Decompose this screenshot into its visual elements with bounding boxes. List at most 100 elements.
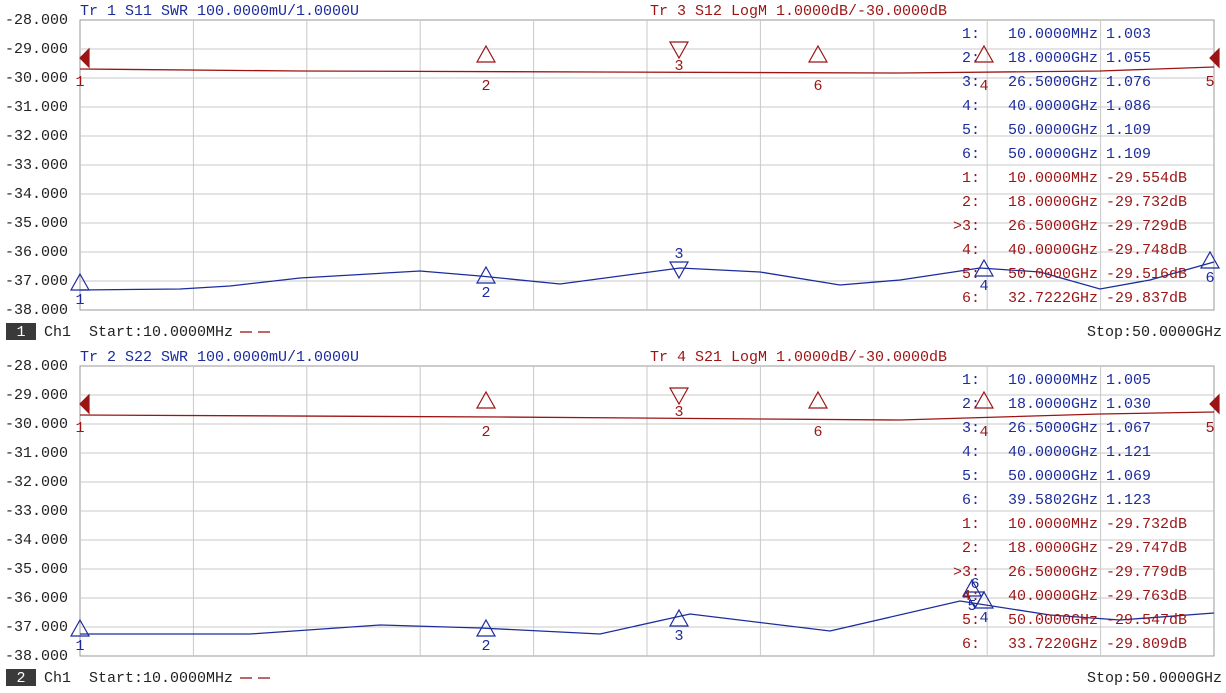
marker-triangle [668,387,690,406]
marker-value: 1.069 [1106,468,1151,485]
panel: -28.000 -29.000 -30.000 -31.000 -32.000 -33.0… [5,349,1222,687]
marker-id: 1: [962,516,980,533]
y-tick-label: -34.000 [5,532,68,549]
channel-number: 1 [16,324,25,341]
channel-number: 2 [16,670,25,687]
marker-label: 4 [979,610,988,627]
marker-freq: 40.0000GHz [1008,242,1098,259]
marker-triangle [475,618,497,637]
marker-label: 5 [967,598,976,615]
marker-triangle [964,591,986,610]
start-freq: Start:10.0000MHz [89,670,233,687]
trace-title: Tr 3 S12 LogM 1.0000dB/-30.0000dB [650,3,947,20]
marker-freq: 50.0000GHz [1008,266,1098,283]
marker-freq: 26.5000GHz [1008,564,1098,581]
marker-freq: 50.0000GHz [1008,122,1098,139]
marker-triangle [1209,393,1220,415]
marker-freq: 50.0000GHz [1008,146,1098,163]
marker-freq: 18.0000GHz [1008,540,1098,557]
marker-triangle [1199,250,1221,269]
marker-id: 4: [962,242,980,259]
marker-id: 5: [962,122,980,139]
marker-freq: 18.0000GHz [1008,396,1098,413]
stop-freq: Stop:50.0000GHz [1087,670,1222,687]
marker-id: 2: [962,396,980,413]
marker-value: -29.763dB [1106,588,1187,605]
marker-freq: 18.0000GHz [1008,194,1098,211]
y-tick-label: -33.000 [5,157,68,174]
marker-label: 3 [674,58,683,75]
marker-triangle [79,393,90,415]
marker-value: 1.086 [1106,98,1151,115]
marker-triangle [668,41,690,60]
marker-value: -29.729dB [1106,218,1187,235]
marker-label: 3 [674,404,683,421]
marker-id: 6: [962,492,980,509]
marker-label: 4 [979,278,988,295]
marker-triangle [475,44,497,63]
marker-id: >3: [953,564,980,581]
marker-value: -29.732dB [1106,194,1187,211]
marker-label: 3 [674,628,683,645]
stop-freq: Stop:50.0000GHz [1087,324,1222,341]
marker-label: 6 [970,576,979,593]
marker-triangle [668,608,690,627]
y-tick-label: -30.000 [5,70,68,87]
channel-name: Ch1 [44,670,71,687]
marker-value: 1.067 [1106,420,1151,437]
marker-freq: 32.7222GHz [1008,290,1098,307]
marker-label: 4 [979,424,988,441]
marker-id: 4: [962,588,980,605]
marker-triangle [807,390,829,409]
marker-value: 1.109 [1106,122,1151,139]
marker-id: 2: [962,50,980,67]
channel-badge [6,669,36,686]
marker-label: 6 [813,78,822,95]
marker-id: 1: [962,26,980,43]
channel-badge [6,323,36,340]
y-tick-label: -32.000 [5,128,68,145]
marker-id: 2: [962,540,980,557]
marker-freq: 39.5802GHz [1008,492,1098,509]
y-tick-label: -28.000 [5,358,68,375]
marker-value: -29.516dB [1106,266,1187,283]
marker-id: 4: [962,98,980,115]
marker-freq: 18.0000GHz [1008,50,1098,67]
marker-id: 3: [962,420,980,437]
marker-triangle [79,47,90,69]
marker-label: 6 [1205,270,1214,287]
trace-s-logm [79,411,1215,421]
marker-label: 2 [481,424,490,441]
marker-triangle [973,44,995,63]
y-tick-label: -35.000 [5,561,68,578]
marker-value: -29.748dB [1106,242,1187,259]
y-tick-label: -35.000 [5,215,68,232]
marker-label: 5 [1205,420,1214,437]
marker-label: 1 [75,638,84,655]
marker-label: 2 [481,285,490,302]
marker-value: 1.030 [1106,396,1151,413]
marker-id: 6: [962,636,980,653]
trace-title: Tr 2 S22 SWR 100.0000mU/1.0000U [80,349,359,366]
marker-value: -29.547dB [1106,612,1187,629]
marker-value: 1.076 [1106,74,1151,91]
y-tick-label: -29.000 [5,41,68,58]
marker-freq: 26.5000GHz [1008,218,1098,235]
marker-id: 3: [962,74,980,91]
marker-value: -29.747dB [1106,540,1187,557]
y-tick-label: -36.000 [5,244,68,261]
y-tick-label: -32.000 [5,474,68,491]
y-tick-label: -31.000 [5,99,68,116]
marker-triangle [69,272,91,291]
marker-id: 1: [962,372,980,389]
marker-label: 1 [75,292,84,309]
channel-name: Ch1 [44,324,71,341]
y-tick-label: -37.000 [5,619,68,636]
y-tick-label: -34.000 [5,186,68,203]
panel: -28.000 -29.000 -30.000 -31.000 -32.000 -33.0… [5,3,1222,341]
marker-id: 5: [962,266,980,283]
marker-label: 2 [481,638,490,655]
trace-swr [79,261,1215,291]
marker-triangle [69,618,91,637]
marker-value: 1.055 [1106,50,1151,67]
